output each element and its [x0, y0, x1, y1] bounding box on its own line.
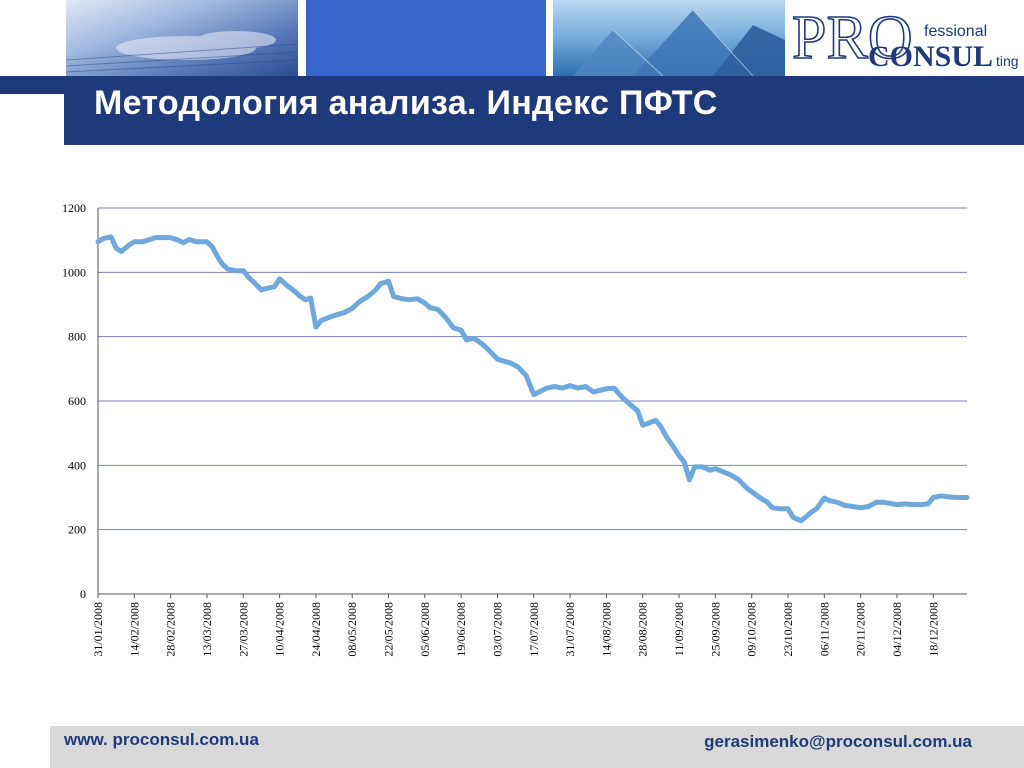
logo-fessional: fessional — [924, 23, 987, 40]
y-axis-ticks: 0 200 400 600 800 1000 1200 — [62, 201, 86, 601]
series-line-pfts-index — [95, 234, 970, 524]
grid-lines — [97, 207, 967, 595]
y-tick-label: 600 — [68, 394, 86, 408]
x-tick-label: 27/03/2008 — [236, 602, 250, 657]
page-title: Методология анализа. Индекс ПФТС — [94, 84, 718, 122]
x-tick-label: 17/07/2008 — [527, 602, 541, 657]
pfts-line-chart: 0 200 400 600 800 1000 1200 31/01/2008 14/02/20… — [62, 201, 970, 657]
x-tick-label: 22/05/2008 — [382, 602, 396, 657]
x-tick-label: 25/09/2008 — [708, 602, 722, 657]
logo-pro: PRO — [792, 4, 913, 72]
x-tick-label: 31/07/2008 — [563, 602, 577, 657]
email-link[interactable]: gerasimenko@proconsul.com.ua — [704, 732, 972, 751]
x-tick-label: 06/11/2008 — [817, 602, 831, 656]
x-tick-label: 20/11/2008 — [854, 602, 868, 656]
x-tick-label: 08/05/2008 — [345, 602, 359, 657]
x-tick-label: 13/03/2008 — [200, 602, 214, 657]
title-bar — [64, 76, 1024, 145]
keyboard-photo — [66, 0, 298, 76]
y-tick-label: 1000 — [62, 265, 86, 279]
x-tick-label: 14/08/2008 — [599, 602, 613, 657]
x-axis-ticks: 31/01/2008 14/02/2008 28/02/2008 13/03/2008… — [91, 594, 940, 657]
x-tick-label: 23/10/2008 — [781, 602, 795, 657]
x-tick-label: 31/01/2008 — [91, 602, 105, 657]
x-tick-label: 10/04/2008 — [273, 602, 287, 657]
y-tick-label: 1200 — [62, 201, 86, 215]
logo-consul: CONSUL — [868, 40, 993, 73]
x-tick-label: 19/06/2008 — [454, 602, 468, 657]
y-tick-label: 800 — [68, 330, 86, 344]
y-tick-label: 400 — [68, 458, 86, 472]
proconsul-logo: PRO fessional CONSUL ting — [786, 0, 1024, 76]
footer-bar — [50, 726, 1024, 768]
x-tick-label: 14/02/2008 — [127, 602, 141, 657]
x-tick-label: 18/12/2008 — [926, 602, 940, 657]
x-tick-label: 11/09/2008 — [672, 602, 686, 656]
x-tick-label: 28/08/2008 — [636, 602, 650, 657]
x-tick-label: 09/10/2008 — [745, 602, 759, 657]
skyscraper-photo — [553, 0, 785, 76]
x-tick-label: 28/02/2008 — [164, 602, 178, 657]
x-tick-label: 24/04/2008 — [309, 602, 323, 657]
series-layer — [95, 234, 970, 524]
left-accent-band — [0, 76, 64, 94]
x-tick-label: 04/12/2008 — [890, 602, 904, 657]
x-tick-label: 03/07/2008 — [490, 602, 504, 657]
y-tick-label: 200 — [68, 523, 86, 537]
x-tick-label: 05/06/2008 — [418, 602, 432, 657]
logo-ting: ting — [996, 53, 1019, 69]
y-tick-label: 0 — [80, 587, 86, 601]
website-link[interactable]: www. proconsul.com.ua — [64, 730, 259, 749]
blue-panel — [306, 0, 546, 76]
